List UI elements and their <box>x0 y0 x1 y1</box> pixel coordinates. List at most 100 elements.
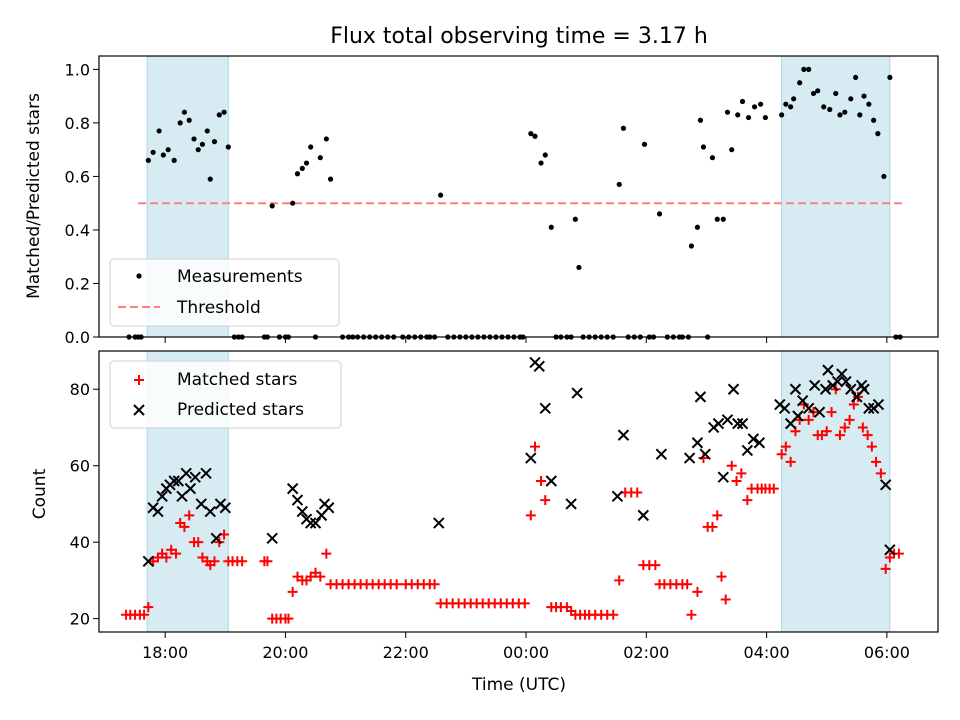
measurement-point <box>853 74 859 81</box>
matched-star-point <box>826 407 837 418</box>
predicted-star-point <box>204 505 216 518</box>
matched-star-point <box>614 575 625 586</box>
matched-star-point <box>871 456 882 467</box>
matched-star-point <box>170 548 181 559</box>
matched-star-point <box>720 594 731 605</box>
predicted-star-point <box>539 402 551 415</box>
measurement-point <box>797 80 803 86</box>
measurement-point <box>299 165 305 171</box>
measurement-point <box>757 101 764 107</box>
y-tick-label: 0.2 <box>65 274 90 293</box>
measurement-point <box>269 203 275 209</box>
predicted-star-point <box>778 402 791 415</box>
measurement-point <box>779 112 785 118</box>
measurement-point <box>821 104 827 110</box>
predicted-star-point <box>286 482 299 495</box>
y-tick-label: 0.4 <box>65 221 90 240</box>
matched-star-point <box>139 609 150 620</box>
matched-star-point <box>525 510 536 521</box>
predicted-star-point <box>796 394 809 407</box>
predicted-star-point <box>884 544 896 556</box>
predicted-star-point <box>565 498 577 510</box>
x-tick-label: 20:00 <box>262 643 308 662</box>
matched-star-point <box>776 449 787 460</box>
legend-matched-label: Matched stars <box>177 370 297 390</box>
predicted-star-point <box>721 414 734 426</box>
matched-star-point <box>632 487 643 498</box>
predicted-star-point <box>304 517 317 529</box>
measurement-point <box>145 157 151 163</box>
measurement-point <box>700 144 707 150</box>
measurement-point <box>788 104 794 110</box>
predicted-star-point <box>156 490 168 502</box>
matched-star-point <box>844 414 855 425</box>
measurement-point <box>165 147 171 153</box>
predicted-star-point <box>819 383 832 395</box>
predicted-star-point <box>683 452 696 464</box>
predicted-star-point <box>845 383 857 395</box>
predicted-star-point <box>808 379 821 392</box>
predicted-star-point <box>691 437 704 449</box>
legend-matched-marker <box>134 375 144 385</box>
measurement-point <box>801 66 807 72</box>
top-y-ticks: 0.0 0.2 0.4 0.6 0.8 1.0 <box>65 60 99 347</box>
matched-star-point <box>391 579 402 590</box>
matched-star-point <box>834 430 845 441</box>
measurement-point <box>290 200 296 206</box>
predicted-stars-points <box>142 356 896 567</box>
matched-star-point <box>866 441 877 452</box>
x-tick-label: 04:00 <box>744 643 790 662</box>
top-panel: 0.0 0.2 0.4 0.6 0.8 1.0 Matched/Predicted sta… <box>24 55 939 347</box>
bottom-x-ticks: 18:00 20:00 22:00 00:00 02:00 04:00 06:00 <box>142 632 910 662</box>
predicted-star-point <box>712 417 725 430</box>
predicted-star-point <box>699 448 711 460</box>
bottom-axes-frame <box>98 350 939 633</box>
matched-star-point <box>780 441 791 452</box>
measurement-point <box>837 112 843 118</box>
matched-star-point <box>736 468 747 479</box>
x-tick-label: 18:00 <box>142 643 188 662</box>
predicted-star-point <box>219 502 232 514</box>
measurement-point <box>806 66 812 72</box>
measurement-point <box>720 216 726 222</box>
matched-star-point <box>608 609 619 620</box>
measurement-point <box>317 155 323 161</box>
y-tick-label: 0.8 <box>65 114 90 133</box>
matched-star-point <box>179 521 190 532</box>
measurement-point <box>323 136 329 142</box>
measurement-point <box>762 114 768 121</box>
y-tick-label: 0.0 <box>65 328 90 347</box>
top-legend: Measurements Threshold <box>109 258 340 327</box>
measurement-point <box>548 224 554 230</box>
matched-star-point <box>686 609 697 620</box>
bottom-legend-box <box>109 360 342 429</box>
measurement-point <box>156 128 162 134</box>
measurement-point <box>688 243 695 249</box>
predicted-star-point <box>195 498 207 510</box>
legend-predicted-label: Predicted stars <box>177 400 304 420</box>
measurement-point <box>739 98 746 105</box>
predicted-star-point <box>309 517 322 529</box>
predicted-star-point <box>323 502 335 514</box>
predicted-star-point <box>753 437 766 449</box>
predicted-star-point <box>858 383 870 395</box>
x-tick-label: 02:00 <box>623 643 669 662</box>
measurement-point <box>694 224 701 230</box>
measurement-point <box>532 133 538 139</box>
measurement-point <box>528 131 534 137</box>
matched-star-point <box>315 571 326 582</box>
matched-star-point <box>731 475 742 486</box>
matched-star-point <box>682 579 693 590</box>
predicted-star-point <box>545 475 557 487</box>
measurement-point <box>861 93 867 99</box>
measurement-point <box>177 120 183 126</box>
measurement-point <box>751 104 758 110</box>
measurement-point <box>857 112 863 118</box>
measurement-point <box>542 152 548 158</box>
matched-star-point <box>209 556 220 567</box>
matched-star-point <box>839 422 850 433</box>
top-legend-box <box>109 258 340 327</box>
measurement-point <box>308 144 314 150</box>
predicted-star-point <box>533 360 545 373</box>
measurement-point <box>815 88 821 94</box>
